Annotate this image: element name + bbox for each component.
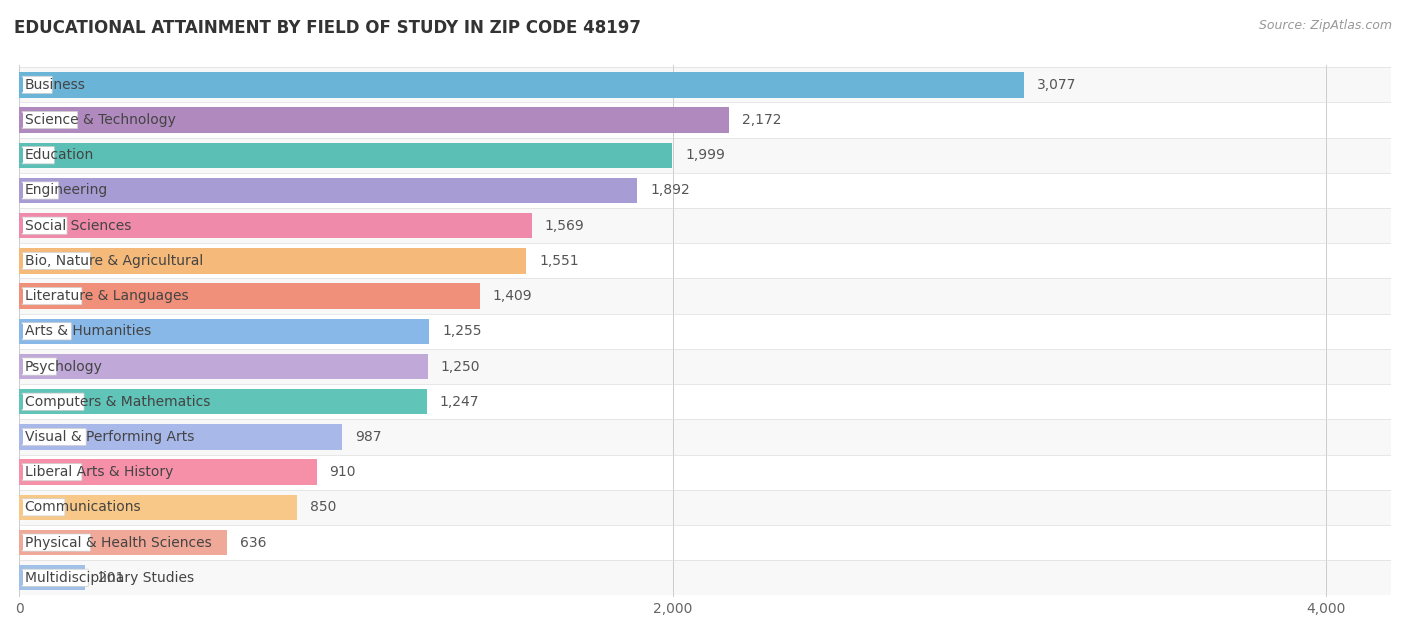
Bar	[20, 102, 1391, 138]
Bar	[20, 68, 1391, 102]
Text: Business: Business	[25, 78, 86, 92]
FancyBboxPatch shape	[22, 252, 90, 269]
FancyBboxPatch shape	[22, 217, 67, 234]
Bar	[20, 143, 672, 168]
FancyBboxPatch shape	[22, 534, 90, 551]
Bar	[20, 459, 316, 485]
FancyBboxPatch shape	[22, 393, 84, 410]
Bar	[20, 314, 1391, 349]
Text: Science & Technology: Science & Technology	[25, 113, 176, 127]
Bar	[20, 560, 1391, 596]
Text: Liberal Arts & History: Liberal Arts & History	[25, 465, 173, 479]
Text: Computers & Mathematics: Computers & Mathematics	[25, 395, 209, 409]
Text: Social Sciences: Social Sciences	[25, 219, 131, 233]
Text: 1,551: 1,551	[538, 254, 579, 268]
Text: 1,250: 1,250	[440, 360, 481, 374]
Text: Arts & Humanities: Arts & Humanities	[25, 324, 150, 338]
FancyBboxPatch shape	[22, 464, 82, 481]
Bar	[20, 565, 84, 591]
Bar	[20, 384, 1391, 420]
Bar	[20, 138, 1391, 173]
Bar	[20, 490, 1391, 525]
Text: 1,892: 1,892	[651, 184, 690, 198]
Bar	[20, 208, 1391, 244]
Text: 1,247: 1,247	[440, 395, 479, 409]
Bar	[20, 424, 342, 450]
Text: Physical & Health Sciences: Physical & Health Sciences	[25, 536, 211, 550]
Text: 1,255: 1,255	[443, 324, 482, 338]
Bar	[20, 178, 637, 203]
Text: Visual & Performing Arts: Visual & Performing Arts	[25, 430, 194, 444]
FancyBboxPatch shape	[22, 428, 86, 445]
Text: Psychology: Psychology	[25, 360, 103, 374]
Text: 2,172: 2,172	[742, 113, 782, 127]
Text: 1,999: 1,999	[685, 148, 725, 162]
FancyBboxPatch shape	[22, 358, 56, 375]
Text: Bio, Nature & Agricultural: Bio, Nature & Agricultural	[25, 254, 202, 268]
FancyBboxPatch shape	[22, 569, 89, 586]
Text: Education: Education	[25, 148, 94, 162]
Bar	[20, 495, 297, 520]
Text: 3,077: 3,077	[1038, 78, 1077, 92]
Text: Literature & Languages: Literature & Languages	[25, 289, 188, 303]
Bar	[20, 72, 1024, 98]
Bar	[20, 389, 426, 415]
Text: 1,569: 1,569	[546, 219, 585, 233]
Bar	[20, 283, 479, 309]
FancyBboxPatch shape	[22, 322, 72, 340]
Text: Engineering: Engineering	[25, 184, 108, 198]
Text: Communications: Communications	[25, 500, 142, 514]
FancyBboxPatch shape	[22, 182, 59, 199]
Bar	[20, 454, 1391, 490]
Text: Source: ZipAtlas.com: Source: ZipAtlas.com	[1258, 19, 1392, 32]
Bar	[20, 107, 728, 133]
Text: 850: 850	[311, 500, 336, 514]
Text: 201: 201	[98, 571, 125, 585]
Bar	[20, 213, 531, 239]
Bar	[20, 248, 526, 274]
Bar	[20, 349, 1391, 384]
Bar	[20, 173, 1391, 208]
Bar	[20, 278, 1391, 314]
Text: EDUCATIONAL ATTAINMENT BY FIELD OF STUDY IN ZIP CODE 48197: EDUCATIONAL ATTAINMENT BY FIELD OF STUDY…	[14, 19, 641, 37]
Bar	[20, 530, 228, 555]
Text: 910: 910	[329, 465, 356, 479]
Bar	[20, 354, 427, 379]
Text: 1,409: 1,409	[492, 289, 533, 303]
Bar	[20, 319, 429, 344]
FancyBboxPatch shape	[22, 288, 82, 305]
Bar	[20, 244, 1391, 278]
FancyBboxPatch shape	[22, 76, 52, 93]
Text: 636: 636	[240, 536, 267, 550]
FancyBboxPatch shape	[22, 498, 65, 516]
Text: 987: 987	[354, 430, 381, 444]
Bar	[20, 525, 1391, 560]
Text: Multidisciplinary Studies: Multidisciplinary Studies	[25, 571, 194, 585]
FancyBboxPatch shape	[22, 146, 55, 164]
FancyBboxPatch shape	[22, 112, 77, 129]
Bar	[20, 420, 1391, 454]
